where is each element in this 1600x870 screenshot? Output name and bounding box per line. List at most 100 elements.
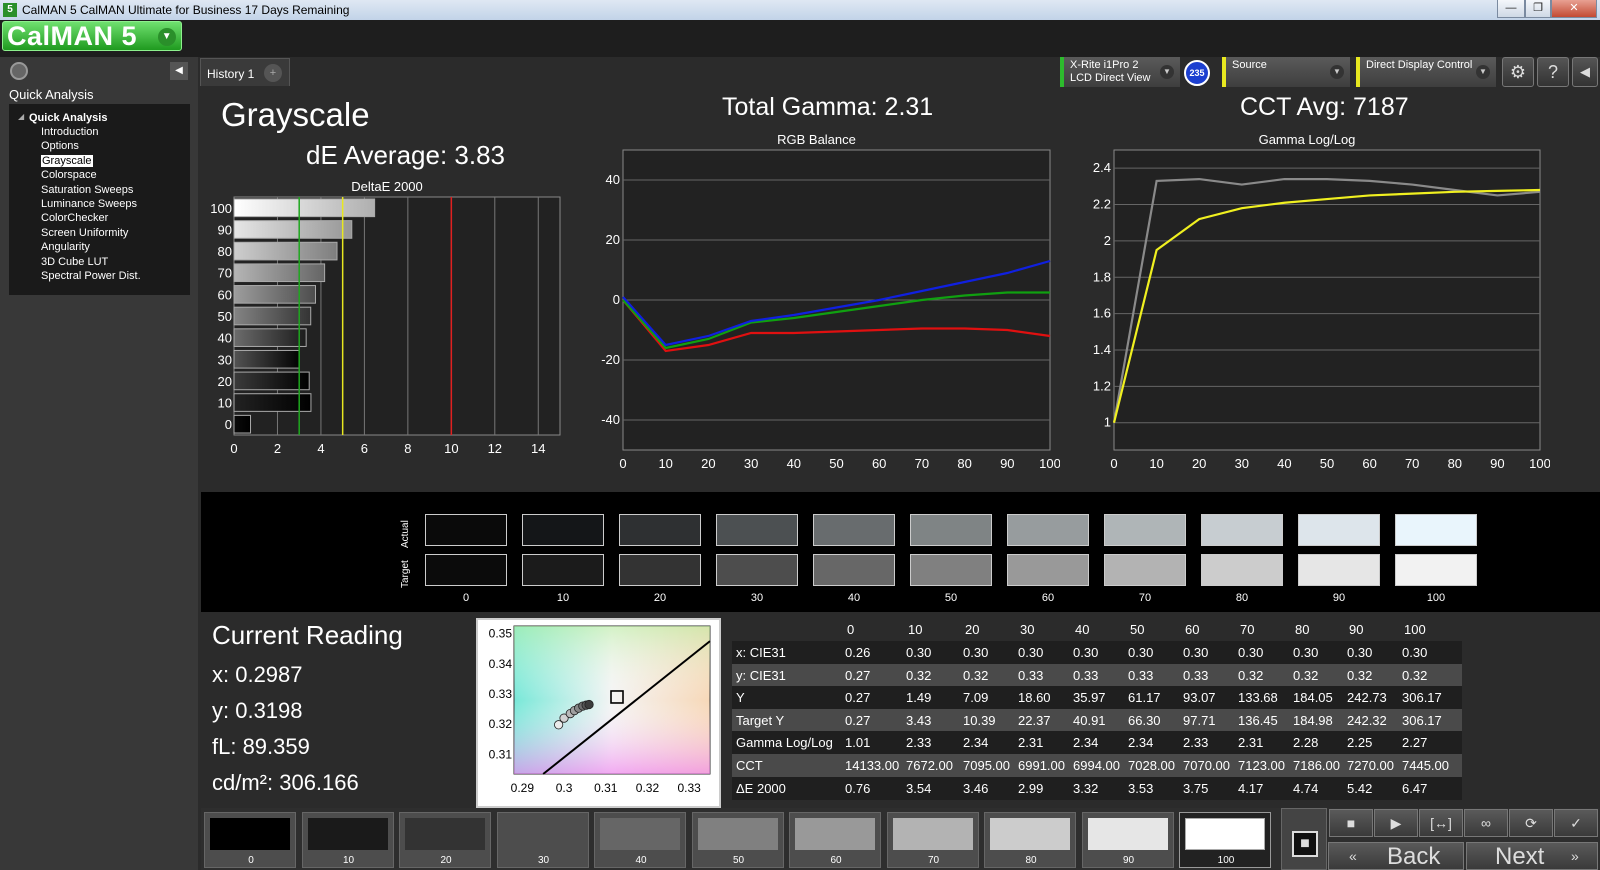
pattern-button-70[interactable]: 70 [886,812,979,868]
tree-expand-icon[interactable]: ◢ [18,112,25,121]
column-header: 40 [1075,622,1090,637]
pattern-button-40[interactable]: 40 [594,812,686,868]
restore-button[interactable]: ❐ [1525,0,1551,18]
minimize-button[interactable]: — [1497,0,1525,18]
close-button[interactable]: ✕ [1551,0,1597,18]
help-icon[interactable]: ? [1537,57,1569,87]
y-tick-label: 90 [218,222,232,237]
pattern-button-20[interactable]: 20 [399,812,491,868]
table-cell: 7186.00 [1293,758,1340,773]
table-cell: 0.30 [1073,645,1099,660]
pattern-level-badge[interactable]: 235 [1184,60,1210,86]
stop-pattern-button[interactable]: ■ [1281,808,1327,870]
table-cell: 0.27 [845,667,871,683]
sidebar-item-colorspace[interactable]: Colorspace [41,169,97,181]
sidebar-item-grayscale[interactable]: Grayscale [41,154,93,167]
check-icon[interactable]: ✓ [1554,809,1598,837]
y-tick-label: 100 [210,201,232,216]
x-tick-label: 0 [1110,456,1117,471]
pattern-level-label: 10 [342,855,355,866]
pattern-button-80[interactable]: 80 [984,812,1076,868]
sidebar-item-luminance-sweeps[interactable]: Luminance Sweeps [41,198,137,210]
swatch-level-label: 90 [1332,592,1346,604]
window-title: CalMAN 5 CalMAN Ultimate for Business 17… [22,3,350,17]
table-cell: 6994.00 [1073,758,1120,773]
table-header-row: 0 10 20 30 40 50 60 70 80 90 100 [732,618,1462,641]
rgb-balance-chart: RGB Balance 40 20 0 -20 -40 0 10 20 30 40 50 60 70 80 9… [601,132,1060,471]
x-tick-label: 6 [361,441,368,456]
y-tick-label: 0.35 [489,627,513,641]
source-label: Source [1232,59,1267,71]
sidebar-item-colorchecker[interactable]: ColorChecker [41,212,108,224]
table-cell: 0.32 [1402,667,1428,683]
pattern-button-100[interactable]: 100 [1179,812,1271,868]
column-header: 90 [1349,622,1364,637]
sidebar-item-label: Screen Uniformity [41,226,129,239]
deltae-bar [233,371,310,391]
pattern-button-50[interactable]: 50 [691,812,784,868]
actual-swatch [522,514,604,546]
x-tick-label: 20 [1192,456,1206,471]
add-tab-icon[interactable]: + [264,64,282,82]
sidebar-item-saturation-sweeps[interactable]: Saturation Sweeps [41,184,133,196]
target-swatch [1104,554,1186,586]
pattern-swatch [795,818,875,850]
fit-icon[interactable]: [↔] [1419,809,1463,837]
pattern-button-30[interactable]: 30 [496,812,589,868]
source-selector[interactable]: Source ▼ [1222,57,1350,87]
pin-icon[interactable] [10,62,28,80]
pattern-level-label: 100 [1217,855,1235,866]
pattern-level-label: 0 [248,855,254,866]
sidebar-item-options[interactable]: Options [41,140,79,152]
collapse-sidebar-icon[interactable]: ◀ [170,62,188,80]
table-cell: 1.01 [845,735,871,751]
table-cell: 306.17 [1402,690,1442,706]
deltae-bar [233,263,326,283]
logo-text: CalMAN 5 [7,21,138,51]
y-tick-label: 0 [225,417,232,432]
refresh-icon[interactable]: ⟳ [1509,809,1553,837]
stop-icon[interactable]: ■ [1329,809,1373,837]
current-reading-heading: Current Reading [212,620,403,650]
table-cell: 35.97 [1073,690,1106,706]
pattern-level-label: 30 [537,855,550,866]
sidebar-item-angularity[interactable]: Angularity [41,241,90,253]
meter-selector[interactable]: X-Rite i1Pro 2 LCD Direct View ▼ [1060,57,1180,87]
y-tick-label: 20 [606,232,620,247]
pattern-button-0[interactable]: 0 [204,812,296,868]
data-table: 0 10 20 30 40 50 60 70 80 90 100 x: CIE31 0.26 0.30 0.… [732,618,1462,803]
sidebar-item-label: Spectral Power Dist. [41,270,141,282]
blackbody-locus [542,640,711,775]
play-icon[interactable]: ▶ [1374,809,1418,837]
actual-swatch [1007,514,1089,546]
display-selector[interactable]: Direct Display Control ▼ [1356,57,1496,87]
swatch-level-label: 10 [556,592,570,604]
table-cell: 2.33 [1183,735,1209,751]
column-header: 70 [1240,622,1255,637]
calman-logo-button[interactable]: CalMAN 5 ▼ [2,21,182,51]
sidebar-item-spectral-power-dist-[interactable]: Spectral Power Dist. [41,270,141,282]
table-cell: 306.17 [1402,712,1442,728]
sidebar-item-introduction[interactable]: Introduction [41,126,98,138]
pattern-button-90[interactable]: 90 [1081,812,1174,868]
sidebar-item-3d-cube-lut[interactable]: 3D Cube LUT [41,256,108,268]
sidebar-item-screen-uniformity[interactable]: Screen Uniformity [41,227,128,239]
back-button[interactable]: « Back [1328,842,1464,870]
table-cell: 0.30 [1347,645,1373,660]
pattern-button-60[interactable]: 60 [789,812,881,868]
next-button[interactable]: Next » [1466,842,1598,870]
actual-swatch [716,514,798,546]
loop-icon[interactable]: ∞ [1464,809,1508,837]
table-cell: 1.49 [906,690,932,706]
collapse-right-icon[interactable]: ◀ [1572,57,1598,87]
chart-title: RGB Balance [777,132,856,147]
measured-point [559,713,569,723]
table-cell: 97.71 [1183,712,1216,728]
swatch-level-label: 50 [944,592,958,604]
settings-gear-icon[interactable]: ⚙ [1502,57,1534,87]
grayscale-swatch-band: Actual Target 0 10 20 30 40 50 60 70 80 90 100 [201,492,1600,612]
tree-root[interactable]: Quick Analysis [29,112,108,124]
x-tick-label: 100 [1039,456,1060,471]
app-toolbar [0,20,1600,57]
pattern-button-10[interactable]: 10 [301,812,394,868]
